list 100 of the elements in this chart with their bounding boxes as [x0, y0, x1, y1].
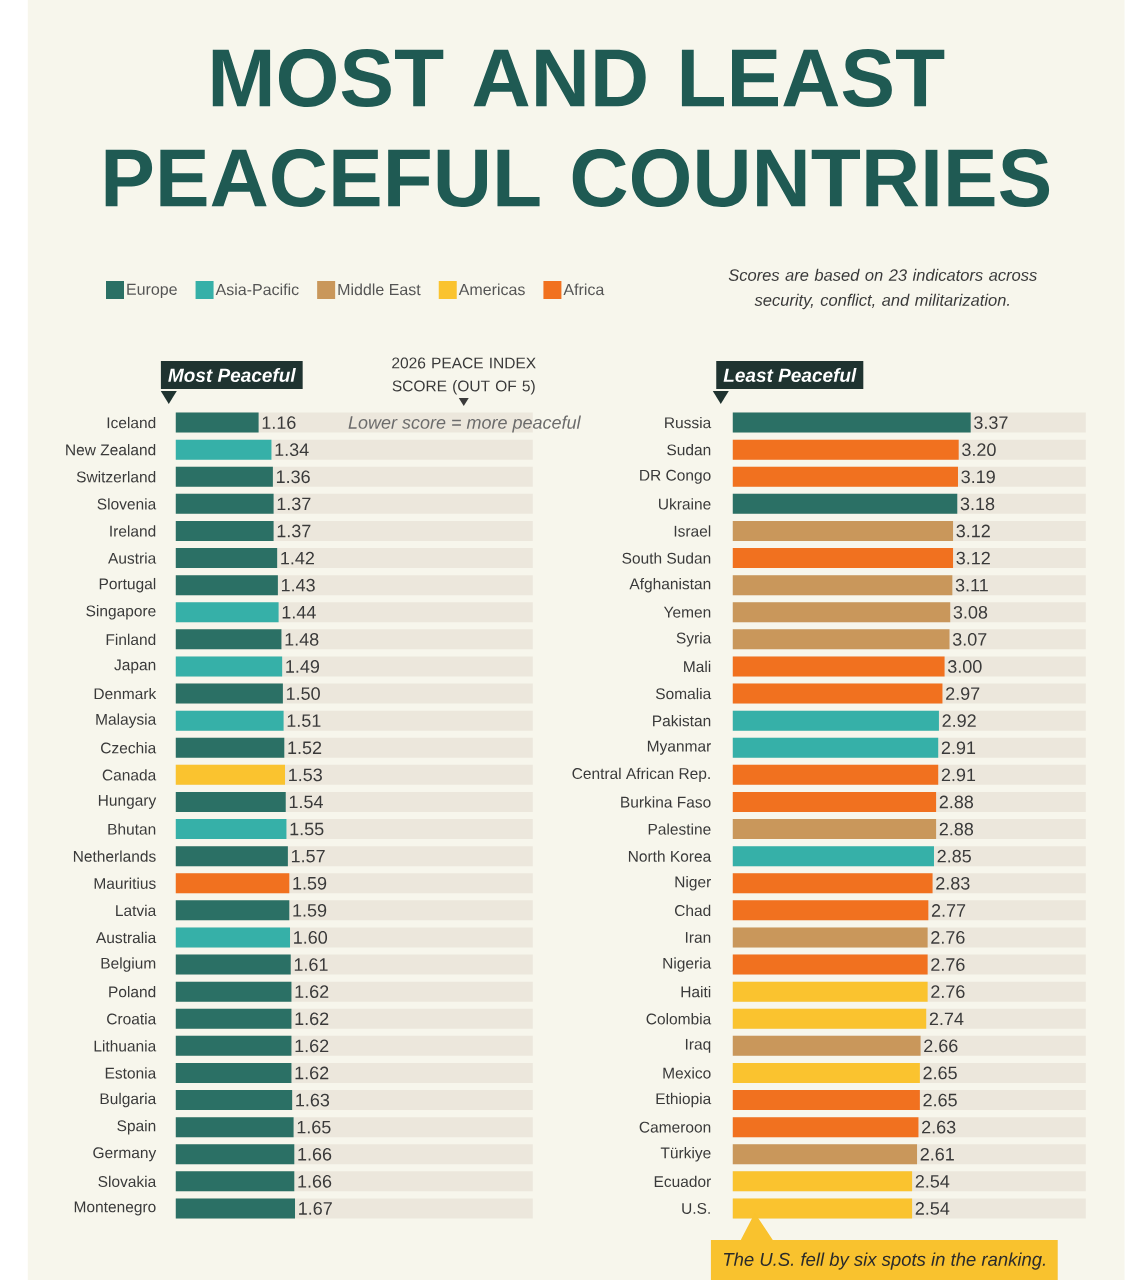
data-label: 1.55 [290, 822, 324, 836]
data-label: 1.67 [299, 1202, 332, 1215]
y-tick-label: Germany [93, 1147, 157, 1162]
data-label: 1.34 [275, 443, 309, 457]
y-tick-label: Iraq [686, 1038, 711, 1053]
chart-subtitle: Most Peaceful [168, 368, 297, 382]
y-tick-label: Lithuania [94, 1040, 157, 1052]
legend-label: Europe [127, 283, 177, 299]
y-tick-label: Chad [675, 904, 711, 917]
data-label: 2.76 [931, 985, 965, 999]
data-label: 1.52 [288, 741, 322, 755]
y-tick-label: Somalia [656, 687, 712, 700]
data-label: 1.42 [281, 551, 315, 565]
data-label: 2.88 [939, 822, 974, 836]
y-tick-label: Central African Rep. [572, 767, 710, 783]
data-label: 1.66 [298, 1174, 332, 1188]
data-label: 2.76 [931, 958, 965, 971]
y-tick-label: U.S. [682, 1202, 710, 1214]
data-label: 1.59 [293, 903, 327, 917]
y-tick-label: Iran [686, 932, 711, 943]
data-label: 1.53 [289, 768, 323, 782]
data-label: 2.63 [922, 1120, 956, 1134]
data-label: 2.92 [942, 714, 976, 728]
data-label: 2.54 [915, 1202, 950, 1215]
y-tick-label: Spain [117, 1119, 156, 1135]
y-tick-label: Canada [102, 769, 157, 781]
y-tick-label: Mexico [663, 1067, 711, 1079]
data-label: 2.61 [920, 1147, 954, 1161]
y-tick-label: South Sudan [622, 552, 711, 564]
data-label: 3.37 [974, 416, 1008, 429]
data-label: 1.54 [289, 795, 324, 809]
data-label: 1.61 [294, 958, 328, 971]
text: The U.S. fell by six spots in the ranking. [724, 1252, 1046, 1270]
data-label: 1.59 [293, 876, 327, 890]
y-tick-label: Afghanistan [629, 577, 711, 593]
data-label: 2.91 [941, 741, 976, 755]
y-tick-label: Poland [109, 985, 156, 998]
bar [175, 412, 259, 433]
y-tick-label: Yemen [664, 606, 711, 618]
data-label: 1.36 [277, 470, 310, 484]
data-label: 2.65 [923, 1066, 957, 1080]
y-tick-label: Latvia [116, 904, 157, 917]
legend-label: Americas [458, 283, 525, 296]
data-label: 1.66 [298, 1147, 332, 1161]
y-tick-label: Sudan [667, 443, 711, 456]
data-label: 2.97 [946, 687, 980, 700]
data-label: 1.37 [277, 524, 311, 538]
y-tick-label: Russia [665, 416, 712, 429]
y-tick-label: Slovakia [98, 1175, 157, 1188]
data-label: 1.57 [292, 849, 325, 863]
data-label: 1.65 [297, 1120, 331, 1134]
text: Scores are based on 23 indicators across security, conflict, and militarization. [728, 268, 1038, 310]
y-tick-label: Mali [684, 660, 711, 673]
data-label: 3.12 [956, 551, 990, 565]
y-tick-label: Niger [675, 876, 712, 891]
y-tick-label: Finland [106, 633, 156, 646]
data-label: 1.44 [282, 606, 316, 619]
y-tick-label: Türkiye [660, 1147, 711, 1162]
y-tick-label: Colombia [646, 1013, 712, 1025]
y-tick-label: DR Congo [640, 469, 711, 484]
y-tick-label: Singapore [86, 605, 156, 620]
y-tick-label: Montenegro [74, 1201, 156, 1216]
chart-title: MOST AND LEAST PEACEFUL COUNTRIES [105, 48, 1050, 208]
y-tick-label: Portugal [99, 577, 156, 593]
y-tick-label: Estonia [105, 1067, 157, 1079]
y-tick-label: Austria [108, 552, 157, 564]
data-label: 1.62 [295, 985, 329, 999]
y-tick-label: Denmark [94, 687, 157, 700]
data-label: 3.12 [956, 524, 990, 538]
y-tick-label: Ukraine [659, 498, 711, 510]
y-tick-label: Belgium [101, 957, 156, 972]
data-label: 1.63 [296, 1093, 330, 1107]
annotation: Lower score = more peaceful [348, 415, 582, 433]
y-tick-label: Croatia [107, 1013, 157, 1025]
y-tick-label: Pakistan [653, 714, 711, 727]
x-axis-title: 2026 PEACE INDEX SCORE (OUT OF 5) [392, 357, 536, 395]
data-label: 1.49 [286, 660, 320, 673]
data-label: 1.60 [294, 931, 328, 944]
legend-label: Middle East [338, 283, 421, 296]
data-label: 1.43 [282, 578, 315, 592]
legend-label: Africa [563, 283, 605, 296]
y-tick-label: Australia [96, 931, 157, 944]
data-label: 2.83 [936, 876, 970, 890]
y-tick-label: Ecuador [654, 1175, 712, 1188]
y-tick-label: Malaysia [96, 713, 157, 728]
data-label: 3.08 [953, 605, 988, 619]
data-label: 2.74 [929, 1012, 964, 1026]
y-tick-label: Bulgaria [100, 1092, 157, 1108]
y-tick-label: Switzerland [76, 471, 156, 483]
legend-label: Asia-Pacific [215, 283, 299, 296]
y-tick-label: North Korea [629, 850, 712, 862]
data-label: 1.37 [277, 497, 311, 511]
data-label: 2.91 [941, 768, 976, 782]
y-tick-label: Slovenia [97, 498, 157, 510]
chart-title: Least Peaceful [723, 368, 857, 382]
data-label: 3.07 [953, 632, 987, 646]
data-label: 1.16 [262, 416, 296, 429]
y-tick-label: Burkina Faso [621, 796, 711, 808]
data-label: 1.50 [287, 687, 321, 700]
data-label: 2.85 [937, 849, 972, 863]
